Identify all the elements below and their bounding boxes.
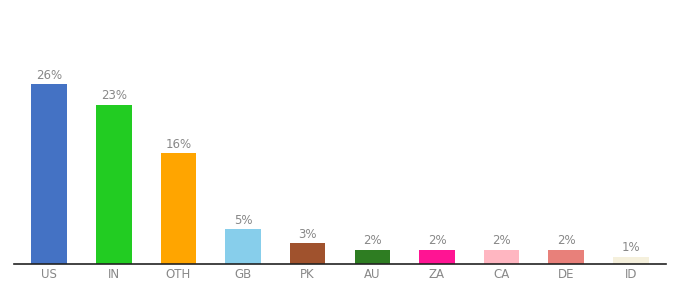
Bar: [613, 257, 649, 264]
Text: 26%: 26%: [36, 69, 62, 82]
Text: 1%: 1%: [622, 241, 640, 254]
Bar: [419, 250, 455, 264]
Text: 5%: 5%: [234, 214, 252, 227]
Text: 16%: 16%: [165, 138, 192, 151]
Text: 2%: 2%: [363, 234, 381, 248]
Bar: [483, 250, 520, 264]
Text: 2%: 2%: [492, 234, 511, 248]
Bar: [549, 250, 584, 264]
Bar: [290, 243, 326, 264]
Text: 3%: 3%: [299, 227, 317, 241]
Bar: [354, 250, 390, 264]
Bar: [96, 105, 131, 264]
Bar: [225, 230, 261, 264]
Text: 23%: 23%: [101, 89, 126, 102]
Text: 2%: 2%: [557, 234, 575, 248]
Bar: [31, 84, 67, 264]
Text: 2%: 2%: [428, 234, 446, 248]
Bar: [160, 154, 197, 264]
